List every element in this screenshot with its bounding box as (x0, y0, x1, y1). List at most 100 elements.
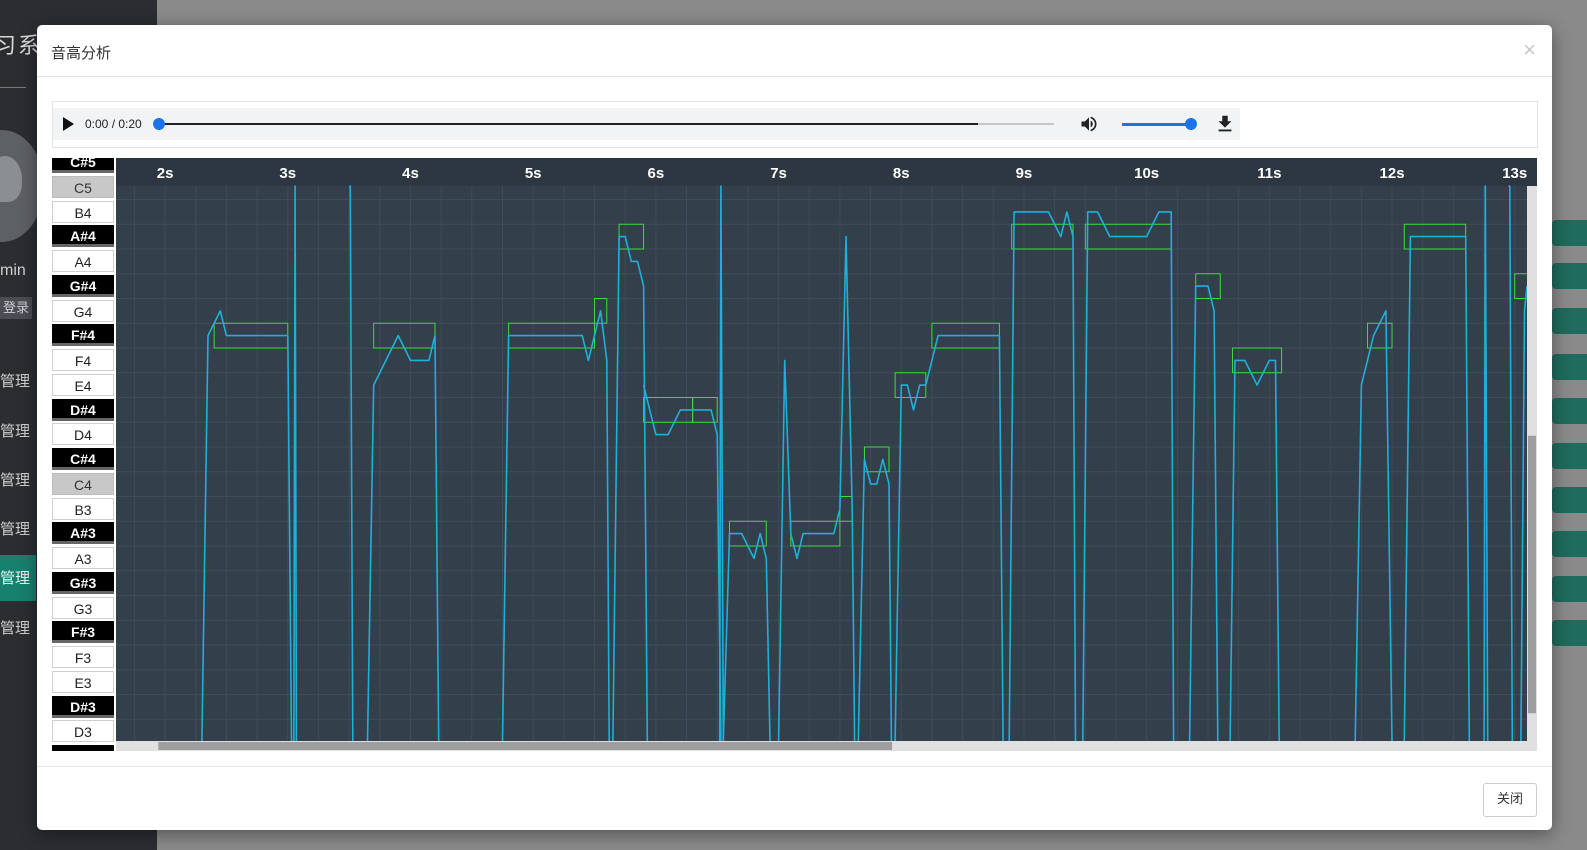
time-axis-header (116, 158, 1537, 186)
pitch-line (718, 185, 725, 742)
piano-key: F4 (52, 349, 114, 371)
background-action-button[interactable] (1552, 531, 1587, 557)
download-icon[interactable] (1214, 113, 1236, 135)
audio-player: 0:00 / 0:20 (53, 108, 1240, 140)
x-tick-label: 6s (648, 165, 665, 182)
login-button[interactable]: 登录 (0, 297, 32, 319)
volume-icon[interactable] (1079, 114, 1099, 134)
piano-key: F#4 (52, 324, 114, 347)
x-tick-label: 13s (1502, 165, 1527, 182)
piano-key: A3 (52, 547, 114, 569)
sidebar-item-4[interactable]: 管理 (0, 520, 31, 538)
plot-background (116, 158, 1537, 751)
piano-keyboard: C#5 C5 B4 A#4 A4 G#4 G4 F#4 F4 E4 D#4 D4 C#4 C4 B3 A#3 A… (52, 158, 116, 751)
app-title: 习系 (0, 34, 43, 59)
seek-thumb[interactable] (153, 118, 165, 130)
background-action-button[interactable] (1552, 443, 1587, 469)
piano-key: B4 (52, 200, 114, 223)
pitch-line (1483, 185, 1489, 742)
volume-thumb[interactable] (1185, 118, 1197, 130)
background-action-button[interactable] (1552, 620, 1587, 646)
close-icon[interactable]: × (1523, 37, 1536, 62)
vertical-scrollbar-thumb[interactable] (1528, 435, 1536, 714)
pitch-line (1508, 185, 1514, 742)
x-tick-label: 10s (1134, 165, 1159, 182)
piano-key: E4 (52, 373, 114, 396)
sidebar-divider (0, 87, 26, 88)
piano-key: A4 (52, 250, 114, 272)
x-tick-label: 11s (1257, 165, 1281, 182)
piano-key: D3 (52, 720, 114, 743)
reference-note-box (1232, 347, 1283, 374)
pitch-line (1520, 286, 1528, 742)
piano-key: C5 (52, 175, 114, 198)
x-tick-label: 2s (157, 165, 174, 182)
pitch-line (501, 310, 610, 742)
pitch-line (777, 235, 856, 742)
piano-key: G#4 (52, 274, 114, 297)
x-tick-label: 12s (1380, 165, 1405, 182)
piano-key: A#3 (52, 522, 114, 545)
user-name: min (0, 262, 26, 279)
sidebar-item-6[interactable]: 管理 (0, 619, 31, 637)
background-action-button[interactable] (1552, 263, 1587, 289)
pitch-line (1188, 285, 1219, 742)
pitch-line (722, 532, 771, 742)
pitch-line (1008, 211, 1077, 742)
x-tick-label: 4s (402, 165, 419, 182)
piano-key: E3 (52, 670, 114, 693)
background-action-button[interactable] (1552, 576, 1587, 602)
x-tick-label: 3s (279, 165, 296, 182)
sidebar-item-2[interactable]: 管理 (0, 422, 31, 440)
piano-key: C#5 (52, 158, 114, 173)
horizontal-scrollbar-thumb[interactable] (158, 742, 893, 750)
piano-key: A#4 (52, 225, 114, 248)
x-tick-label: 7s (770, 165, 787, 182)
pitch-line (201, 310, 293, 742)
sidebar-item-3[interactable]: 管理 (0, 471, 31, 489)
pitch-line (366, 334, 440, 742)
piano-key: C#3 (52, 745, 114, 751)
pitch-line (1403, 235, 1471, 742)
piano-key: F#3 (52, 621, 114, 644)
audio-panel: 0:00 / 0:20 (52, 101, 1538, 148)
background-action-button[interactable] (1552, 487, 1587, 513)
piano-key: F3 (52, 646, 114, 668)
x-tick-label: 9s (1016, 165, 1033, 182)
background-action-button[interactable] (1552, 398, 1587, 424)
close-button[interactable]: 关闭 (1483, 783, 1537, 817)
piano-key: G4 (52, 299, 114, 322)
pitch-line (1082, 211, 1175, 742)
piano-key: D4 (52, 423, 114, 446)
piano-key: D#4 (52, 398, 114, 421)
pitch-line (349, 185, 354, 742)
pitch-line (642, 384, 722, 742)
background-action-button[interactable] (1552, 220, 1587, 246)
pitch-line (857, 458, 893, 742)
play-icon[interactable] (63, 117, 74, 131)
time-display: 0:00 / 0:20 (85, 117, 142, 131)
pitch-line (894, 334, 1004, 742)
x-tick-label: 8s (893, 165, 910, 182)
pitch-plot: 2s 3s 4s 5s 6s 7s 8s 9s 10s 11s 12s 13s (116, 158, 1537, 751)
piano-key: D#3 (52, 695, 114, 718)
x-tick-label: 5s (525, 165, 542, 182)
seek-bar-buffer (978, 123, 1054, 125)
background-action-button[interactable] (1552, 308, 1587, 334)
piano-key: B3 (52, 497, 114, 520)
background-action-button[interactable] (1552, 354, 1587, 380)
pitch-line (612, 235, 649, 742)
pitch-analysis-modal: 音高分析 × 0:00 / 0:20 C#5 C5 B4 A#4 A4 G#4 G4 F#4 F… (37, 25, 1552, 830)
modal-title: 音高分析 (51, 44, 112, 62)
piano-key: G3 (52, 596, 114, 619)
piano-key: G#3 (52, 571, 114, 594)
sidebar-item-1[interactable]: 管理 (0, 372, 31, 390)
pitch-line (293, 185, 298, 742)
modal-header: 音高分析 × (37, 25, 1552, 77)
sidebar-item-5[interactable]: 管理 (0, 555, 36, 601)
volume-slider[interactable] (1122, 123, 1190, 126)
pitch-line (1229, 359, 1280, 742)
seek-bar[interactable] (159, 123, 1054, 125)
pitch-analysis-chart: C#5 C5 B4 A#4 A4 G#4 G4 F#4 F4 E4 D#4 D4 C#4 C4 B3 A#3 A… (52, 158, 1537, 751)
piano-key: C#4 (52, 448, 114, 470)
